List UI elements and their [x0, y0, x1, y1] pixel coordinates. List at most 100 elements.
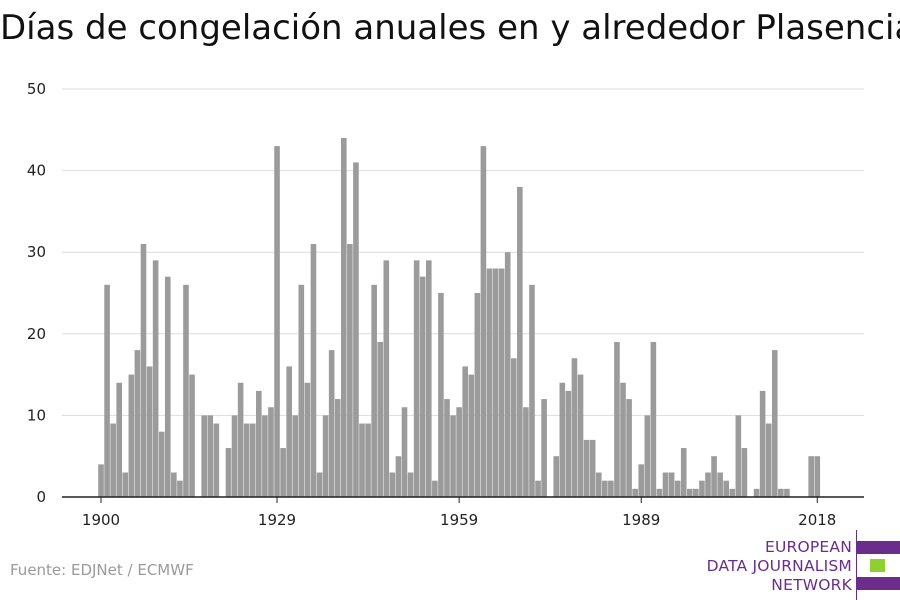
bar	[668, 472, 675, 497]
bar	[334, 399, 341, 497]
bar	[723, 480, 730, 497]
x-tick-labels: 1900 1929 1959 1989 2018	[82, 511, 836, 529]
bar	[644, 415, 651, 497]
bar	[389, 472, 396, 497]
bar	[353, 162, 359, 497]
bar	[814, 456, 821, 497]
bar	[444, 399, 450, 497]
bar	[571, 358, 578, 497]
bar	[286, 366, 292, 497]
bar	[268, 407, 274, 497]
bar	[341, 137, 347, 497]
bar	[365, 423, 371, 497]
bar	[735, 415, 742, 497]
bar	[395, 456, 402, 497]
bar	[577, 374, 584, 497]
y-tick-label: 10	[27, 406, 46, 424]
y-tick-label: 50	[27, 80, 46, 98]
x-tick-label: 1929	[258, 511, 296, 529]
logo-divider	[856, 530, 857, 600]
bar	[523, 407, 529, 497]
y-tick-label: 0	[36, 488, 46, 506]
bar	[249, 423, 256, 497]
bar	[759, 390, 766, 497]
bar	[359, 423, 365, 497]
bar	[164, 276, 171, 497]
bar	[632, 488, 638, 497]
bar	[808, 456, 814, 497]
bar	[432, 480, 438, 497]
bar	[595, 472, 602, 497]
bar	[213, 423, 220, 497]
bar	[504, 252, 511, 497]
x-axis	[62, 496, 864, 503]
bar	[171, 472, 177, 497]
bar	[583, 439, 590, 497]
bar	[674, 480, 681, 497]
source-note: Fuente: EDJNet / ECMWF	[10, 561, 194, 579]
bar	[110, 423, 116, 497]
bar	[207, 415, 214, 497]
bar	[638, 464, 645, 497]
x-tick-label: 1959	[440, 511, 478, 529]
bar	[765, 423, 772, 497]
bar	[741, 448, 748, 497]
bar	[559, 382, 566, 497]
y-tick-label: 40	[27, 162, 46, 180]
grid-lines	[62, 88, 864, 416]
bar	[620, 382, 626, 497]
bar	[656, 488, 663, 497]
bar	[116, 382, 123, 497]
bar	[438, 293, 444, 497]
bar	[450, 415, 456, 497]
bar	[280, 448, 286, 497]
bar	[328, 350, 335, 497]
bar	[529, 284, 535, 497]
bar	[717, 472, 723, 497]
bar	[492, 268, 499, 497]
bar	[462, 366, 468, 497]
bar	[510, 358, 517, 497]
bar	[298, 284, 305, 497]
bar	[322, 415, 329, 497]
bar	[553, 456, 560, 497]
edjnet-logo[interactable]: EUROPEAN DATA JOURNALISM NETWORK	[700, 530, 900, 600]
bar	[480, 146, 487, 497]
bar	[468, 374, 475, 497]
bar	[650, 341, 657, 497]
bar	[565, 390, 572, 497]
bar	[486, 268, 493, 497]
bar	[152, 260, 159, 497]
y-tick-labels: 0 10 20 30 40 50	[27, 80, 46, 506]
bar	[425, 260, 432, 497]
y-tick-label: 30	[27, 243, 46, 261]
bar	[237, 382, 244, 497]
bar	[456, 407, 462, 497]
logo-line-european: EUROPEAN	[764, 538, 852, 556]
bar	[274, 146, 280, 497]
bar	[662, 472, 669, 497]
bar	[407, 472, 414, 497]
bar	[383, 260, 390, 497]
logo-bar-purple-top	[857, 541, 900, 554]
bar	[693, 488, 699, 497]
bar	[686, 488, 693, 497]
bar	[371, 284, 377, 497]
bar	[498, 268, 505, 497]
bar	[304, 382, 311, 497]
bar	[189, 374, 195, 497]
bar	[310, 244, 317, 497]
x-tick-label: 1900	[82, 511, 120, 529]
chart-title: Días de congelación anuales en y alreded…	[0, 8, 900, 48]
bar	[474, 293, 481, 497]
bar	[347, 244, 353, 497]
bar	[128, 374, 135, 497]
bar	[413, 260, 420, 497]
bar	[419, 276, 426, 497]
bar	[401, 407, 408, 497]
y-tick-label: 20	[27, 325, 46, 343]
bar	[614, 341, 620, 497]
bar	[608, 480, 614, 497]
bar	[680, 448, 687, 497]
